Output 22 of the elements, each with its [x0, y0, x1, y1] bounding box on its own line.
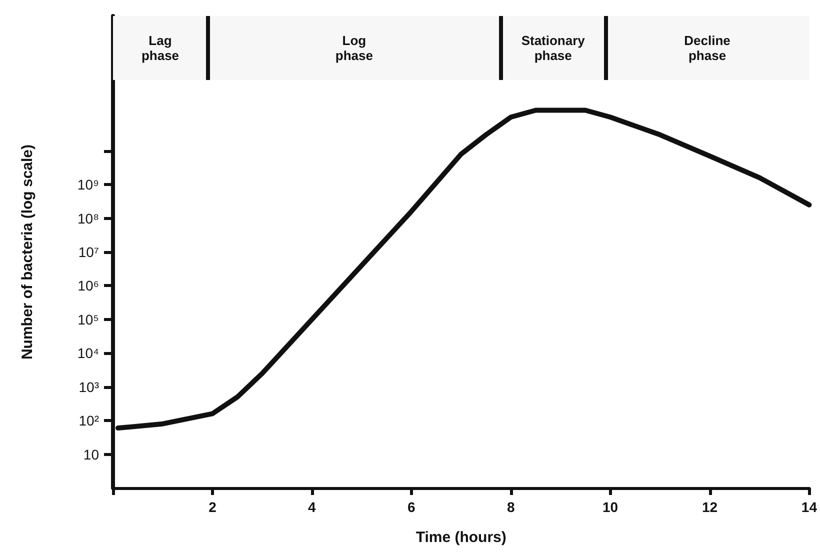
band-label: Lag phase: [141, 33, 180, 64]
x-tick-label: 10: [602, 499, 618, 515]
y-tick-label: 10⁷: [78, 244, 99, 260]
y-tick-label: 10³: [78, 378, 100, 395]
y-tick-label: 10⁶: [78, 278, 99, 294]
y-tick-label: 10⁸: [78, 210, 100, 226]
x-tick-label: 14: [801, 499, 818, 515]
y-tick-label: 10⁵: [78, 311, 99, 328]
y-tick-label: 10⁹: [77, 176, 99, 193]
band-label: Log phase: [335, 33, 373, 64]
x-tick-label: 4: [308, 499, 316, 515]
x-tick-label: 12: [702, 499, 718, 515]
x-tick-label: 6: [407, 499, 416, 515]
x-tick-label: 8: [506, 499, 515, 515]
band-label: Decline phase: [684, 33, 730, 64]
y-tick-label: 10⁴: [77, 345, 99, 362]
y-tick-label: 10: [83, 446, 100, 462]
y-axis-title: Number of bacteria (log scale): [19, 144, 36, 360]
band-label: Stationary phase: [521, 33, 586, 64]
x-tick-label: 2: [208, 499, 217, 515]
y-tick-label: 10²: [78, 412, 100, 429]
x-axis-title: Time (hours): [416, 529, 506, 546]
